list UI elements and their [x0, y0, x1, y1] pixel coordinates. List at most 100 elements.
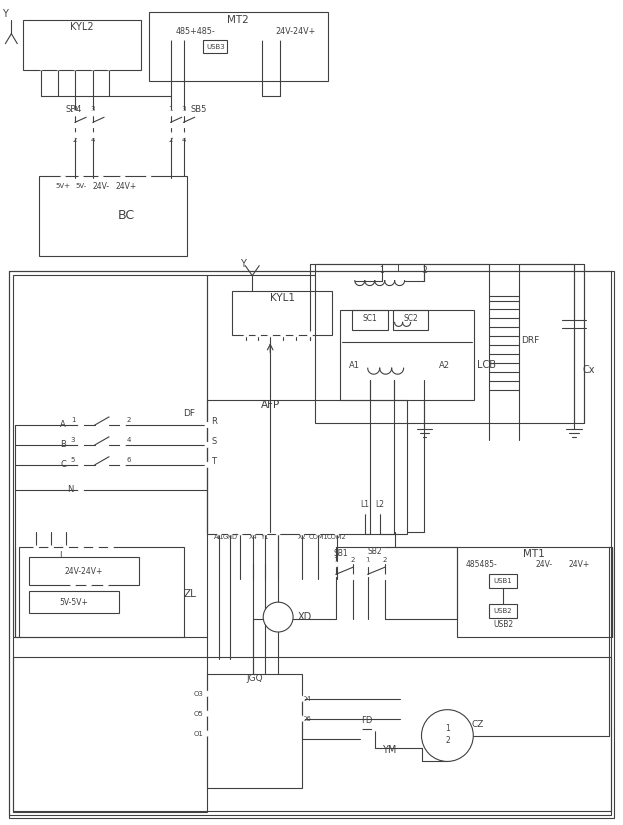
Text: A2: A2	[439, 361, 450, 370]
Text: 5V-5V+: 5V-5V+	[60, 597, 88, 606]
Circle shape	[278, 35, 283, 40]
Circle shape	[551, 567, 556, 572]
Circle shape	[168, 35, 173, 40]
Text: B: B	[60, 441, 66, 450]
Text: A: A	[60, 421, 66, 430]
Bar	[149, 12, 328, 82]
Text: SB4: SB4	[65, 105, 82, 114]
Text: 2: 2	[73, 137, 77, 144]
Bar	[207, 674, 302, 789]
Text: 4: 4	[181, 137, 186, 144]
Bar	[489, 604, 517, 618]
Circle shape	[335, 530, 340, 535]
Text: 24V+: 24V+	[115, 182, 136, 191]
Text: Y: Y	[240, 259, 246, 269]
Text: A1: A1	[350, 361, 360, 370]
Bar	[13, 275, 207, 812]
Text: LCB: LCB	[477, 361, 497, 370]
Bar	[489, 574, 517, 588]
Bar	[232, 290, 332, 335]
Circle shape	[350, 575, 355, 580]
Bar	[23, 20, 141, 69]
Text: 1: 1	[366, 558, 370, 563]
Text: MT2: MT2	[227, 15, 249, 25]
Text: 24V-: 24V-	[92, 182, 110, 191]
Text: 1: 1	[379, 266, 384, 275]
Text: KYL2: KYL2	[70, 21, 94, 31]
Circle shape	[72, 133, 77, 138]
Text: L1: L1	[360, 500, 369, 509]
Text: XD: XD	[298, 612, 312, 622]
Text: DF: DF	[184, 409, 196, 418]
Text: 3: 3	[91, 106, 95, 112]
Circle shape	[120, 442, 125, 447]
Circle shape	[263, 602, 293, 632]
Text: YM: YM	[383, 746, 397, 756]
Bar	[204, 40, 227, 53]
Text: 24V-24V+: 24V-24V+	[275, 27, 315, 36]
Text: 2: 2	[445, 736, 450, 745]
Circle shape	[98, 176, 103, 181]
Circle shape	[72, 65, 77, 70]
Circle shape	[60, 176, 65, 181]
Circle shape	[251, 530, 256, 535]
Circle shape	[263, 530, 268, 535]
Circle shape	[275, 530, 280, 535]
Bar	[352, 310, 388, 330]
Text: R: R	[211, 417, 217, 427]
Circle shape	[107, 65, 112, 70]
Text: USB2: USB2	[493, 620, 513, 629]
Text: 485485-: 485485-	[465, 560, 497, 568]
Text: T: T	[211, 457, 216, 466]
Circle shape	[205, 691, 210, 696]
Circle shape	[108, 546, 113, 551]
Text: L: L	[397, 264, 402, 274]
Text: USB2: USB2	[494, 608, 513, 614]
Circle shape	[372, 726, 377, 731]
Circle shape	[49, 546, 54, 551]
Text: AFP: AFP	[260, 400, 280, 410]
Text: 6: 6	[126, 457, 131, 463]
Text: 24V-: 24V-	[535, 560, 553, 568]
Circle shape	[293, 332, 298, 337]
Circle shape	[72, 111, 77, 116]
Text: AI1: AI1	[214, 535, 225, 540]
Circle shape	[205, 462, 210, 467]
Circle shape	[87, 582, 92, 587]
Bar	[207, 400, 407, 535]
Bar	[9, 271, 611, 815]
Text: SB2: SB2	[368, 547, 382, 556]
Text: X2: X2	[298, 535, 307, 540]
Circle shape	[205, 442, 210, 447]
Circle shape	[78, 462, 83, 467]
Text: O1: O1	[194, 731, 204, 737]
Circle shape	[39, 65, 44, 70]
Bar	[39, 176, 186, 256]
Text: COM2: COM2	[327, 535, 347, 540]
Bar	[29, 558, 139, 585]
Text: 24V+: 24V+	[568, 560, 589, 568]
Text: 5V-: 5V-	[75, 183, 87, 189]
Text: 2: 2	[126, 417, 131, 423]
Text: JGQ: JGQ	[247, 674, 264, 683]
Text: C: C	[60, 460, 66, 469]
Circle shape	[260, 35, 265, 40]
Text: 4: 4	[126, 437, 131, 443]
Circle shape	[34, 546, 39, 551]
Circle shape	[358, 726, 362, 731]
Text: 1: 1	[71, 417, 75, 423]
Circle shape	[78, 176, 83, 181]
Text: KYL1: KYL1	[270, 293, 295, 303]
Circle shape	[256, 332, 261, 337]
Circle shape	[205, 422, 210, 427]
Circle shape	[308, 332, 313, 337]
Text: 24V-24V+: 24V-24V+	[65, 567, 103, 576]
Circle shape	[315, 530, 320, 535]
Text: 2: 2	[422, 266, 427, 275]
Bar	[392, 310, 429, 330]
Text: 5V+: 5V+	[55, 183, 70, 189]
Text: L: L	[59, 551, 64, 560]
Circle shape	[120, 422, 125, 427]
Text: USB1: USB1	[494, 578, 513, 584]
Circle shape	[280, 332, 285, 337]
